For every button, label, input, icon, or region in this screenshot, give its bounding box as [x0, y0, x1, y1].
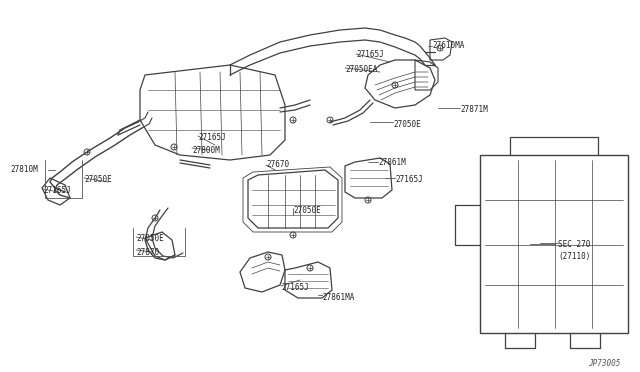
Text: 27050E: 27050E	[293, 206, 321, 215]
Text: 27050EA: 27050EA	[345, 65, 378, 74]
Text: 27165J: 27165J	[395, 175, 423, 184]
Text: 27050E: 27050E	[393, 120, 420, 129]
Text: JP73005: JP73005	[588, 359, 620, 368]
Text: 27861M: 27861M	[378, 158, 406, 167]
Text: 27861MA: 27861MA	[322, 293, 355, 302]
Text: 27610MA: 27610MA	[432, 41, 465, 50]
Bar	[480, 155, 628, 333]
Text: 27050E: 27050E	[84, 175, 112, 184]
Text: 27800M: 27800M	[192, 146, 220, 155]
Text: 27870: 27870	[136, 248, 159, 257]
Text: 27165J: 27165J	[198, 133, 226, 142]
Text: 27165J: 27165J	[43, 186, 71, 195]
Text: 27810M: 27810M	[10, 165, 38, 174]
Text: 27165J: 27165J	[281, 283, 308, 292]
Text: 27670: 27670	[266, 160, 289, 169]
Text: 27050E: 27050E	[136, 234, 164, 243]
Text: 27165J: 27165J	[356, 50, 384, 59]
Text: (27110): (27110)	[558, 252, 590, 261]
Text: 27871M: 27871M	[460, 105, 488, 114]
Text: SEC 270: SEC 270	[558, 240, 590, 249]
